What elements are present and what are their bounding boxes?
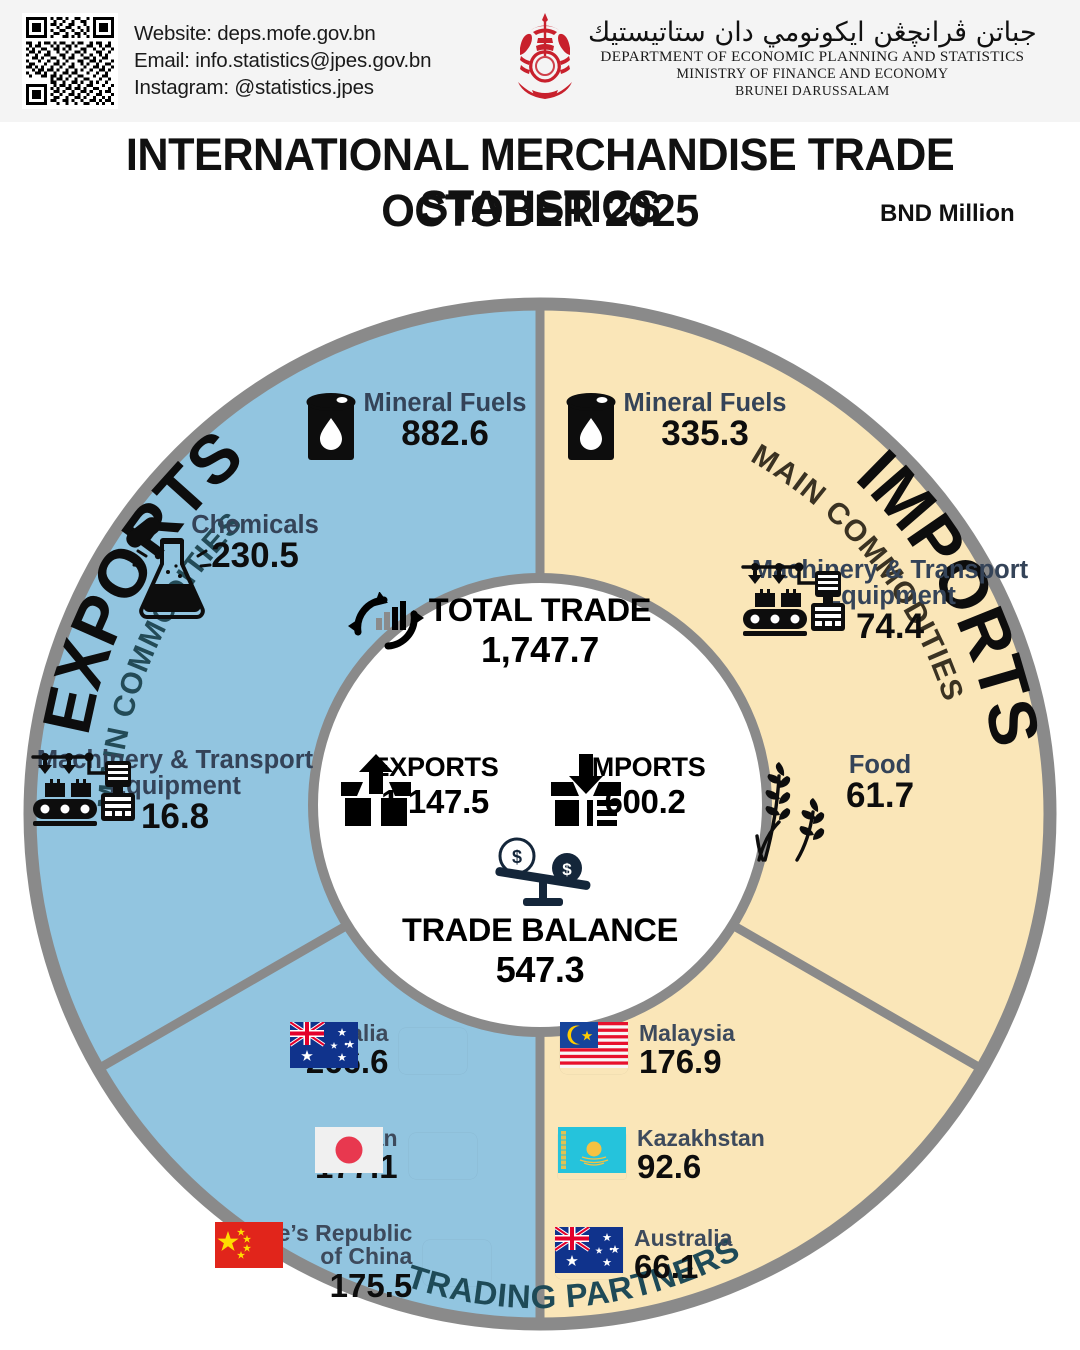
center-exports-block: EXPORTS 1,147.5 <box>335 752 535 826</box>
center-hub <box>308 573 772 1037</box>
flag-kazakhstan-icon <box>558 1127 626 1179</box>
trade-balance-block: TRADE BALANCE 547.3 <box>340 912 740 991</box>
flag-malaysia-icon <box>560 1022 628 1074</box>
org-line-2: MINISTRY OF FINANCE AND ECONOMY <box>676 66 949 83</box>
flag-australia-icon <box>290 1022 467 1074</box>
org-name-jawi: جباتن ڤرانچڠن ايكونومي دان ستاتيستيك <box>588 16 1037 48</box>
import-partner-1-name: Kazakhstan <box>637 1125 765 1151</box>
import-commodity-1-name: Machinery & Transport Equipment <box>751 556 1029 610</box>
qr-code-icon[interactable] <box>22 13 118 109</box>
center-imports-label: IMPORTS <box>584 752 706 782</box>
center-imports-block: IMPORTS 600.2 <box>545 752 745 826</box>
import-partner-1-value: 92.6 <box>637 1148 702 1186</box>
export-commodity-2-name: Machinery & Transport Equipment <box>36 746 314 800</box>
seesaw-coins-icon: $ $ <box>495 837 591 906</box>
import-partner-0-name: Malaysia <box>639 1020 735 1046</box>
contact-email: Email: info.statistics@jpes.gov.bn <box>134 49 432 72</box>
box-down-arrow-icon <box>551 754 621 826</box>
wheat-icon <box>755 762 825 862</box>
trade-cycle-chart-icon <box>348 592 424 650</box>
header-bar: Website: deps.mofe.gov.bn Email: info.st… <box>0 0 1080 122</box>
import-commodity-2-name: Food <box>848 751 912 779</box>
center-exports-label: EXPORTS <box>371 752 499 782</box>
contact-instagram: Instagram: @statistics.jpes <box>134 76 374 99</box>
trade-balance-label: TRADE BALANCE <box>402 912 678 948</box>
export-partner-0: Australia 266.6 <box>290 1021 467 1080</box>
import-commodity-2: Food 61.7 <box>735 751 1025 862</box>
wheel-graphics: EXPORTS IMPORTS MAIN COMMODITIES MAIN CO… <box>23 297 1057 1331</box>
export-commodity-1: Chemicals 230.5 <box>110 511 400 619</box>
import-commodity-0-name: Mineral Fuels <box>623 389 787 417</box>
unit-label: BND Million <box>880 200 1015 227</box>
import-partner-2: Australia 66.1 <box>555 1225 733 1286</box>
svg-text:$: $ <box>512 847 522 867</box>
machinery-icon <box>741 562 845 636</box>
import-commodity-1-value: 74.4 <box>855 607 925 646</box>
import-partner-2-name: Australia <box>634 1225 733 1251</box>
export-partner-1: Japan 177.1 <box>315 1126 477 1185</box>
import-commodity-2-value: 61.7 <box>845 776 915 815</box>
svg-text:$: $ <box>562 860 572 879</box>
total-trade-label: TOTAL TRADE <box>428 592 652 628</box>
export-commodity-1-value: 230.5 <box>211 536 299 575</box>
export-commodity-0-value: 882.6 <box>401 414 489 453</box>
page-title-line2: OCTOBER 2025 <box>381 185 699 236</box>
flask-icon <box>126 517 212 619</box>
trade-wheel: EXPORTS IMPORTS MAIN COMMODITIES MAIN CO… <box>0 262 1080 1350</box>
import-partner-1: Kazakhstan 92.6 <box>558 1125 765 1186</box>
org-line-3: BRUNEI DARUSSALAM <box>735 83 890 99</box>
import-commodity-1: Machinery & Transport Equipment 74.4 <box>735 557 1045 646</box>
export-partner-2-value: 175.5 <box>329 1266 413 1304</box>
import-commodity-0: Mineral Fuels 335.3 <box>560 389 850 460</box>
contact-website: Website: deps.mofe.gov.bn <box>134 22 376 45</box>
oil-barrel-icon <box>566 393 616 460</box>
brunei-crest-icon <box>518 13 572 99</box>
export-commodity-2: Machinery & Transport Equipment 16.8 <box>25 747 325 836</box>
flag-australia-icon <box>555 1227 623 1279</box>
export-commodity-0-name: Mineral Fuels <box>363 389 527 417</box>
total-trade-value: 1,747.7 <box>480 629 599 670</box>
flag-japan-icon <box>315 1127 477 1179</box>
box-up-arrow-icon <box>341 754 411 826</box>
import-commodity-0-value: 335.3 <box>661 414 749 453</box>
export-commodity-2-value: 16.8 <box>140 797 210 836</box>
export-commodity-0: Mineral Fuels 882.6 <box>300 389 590 460</box>
contact-info: Website: deps.mofe.gov.bn Email: info.st… <box>134 22 432 100</box>
org-line-1: DEPARTMENT OF ECONOMIC PLANNING AND STAT… <box>600 48 1025 66</box>
flag-china-icon <box>215 1222 491 1286</box>
import-partner-0: Malaysia 176.9 <box>560 1020 735 1081</box>
export-commodity-1-name: Chemicals <box>191 511 319 539</box>
trade-balance-value: 547.3 <box>495 949 585 990</box>
page-title-line1: INTERNATIONAL MERCHANDISE TRADE STATISTI… <box>125 129 955 232</box>
oil-barrel-icon <box>306 393 356 460</box>
export-partner-2: People’s Republic of China 175.5 <box>215 1221 491 1304</box>
outer-ring <box>23 297 1057 1331</box>
total-trade-block: TOTAL TRADE 1,747.7 <box>340 592 740 671</box>
machinery-icon <box>31 752 135 826</box>
department-logo: جباتن ڤرانچڠن ايكونومي دان ستاتيستيك DEP… <box>508 8 1037 108</box>
import-partner-2-value: 66.1 <box>634 1248 699 1286</box>
import-partner-0-value: 176.9 <box>639 1043 722 1081</box>
